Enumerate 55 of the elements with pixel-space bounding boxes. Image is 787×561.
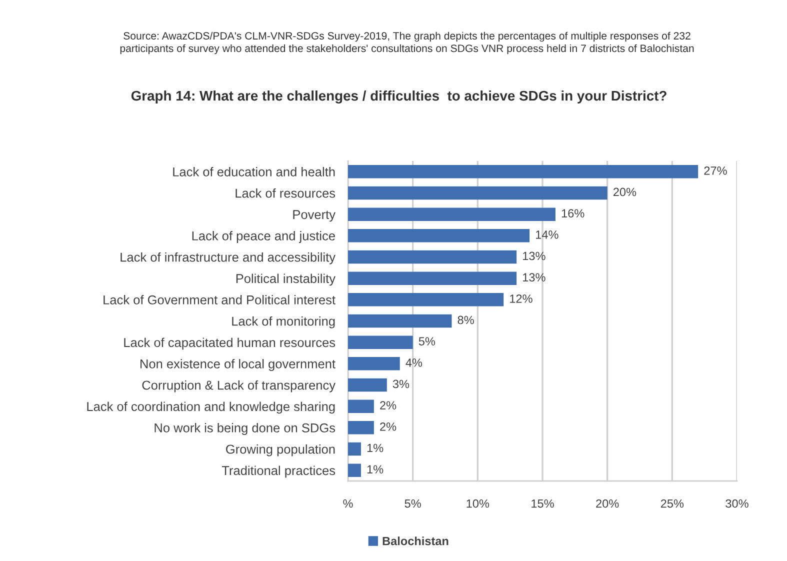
bar xyxy=(348,378,387,392)
data-label: 4% xyxy=(406,358,422,367)
bar xyxy=(348,357,400,370)
y-tick-label: Political instability xyxy=(236,274,336,286)
y-tick-label: Lack of resources xyxy=(236,188,336,198)
y-tick-label: Traditional practices xyxy=(222,466,336,478)
legend-label: Balochistan xyxy=(382,536,448,546)
data-label: 13% xyxy=(523,252,546,260)
y-tick-label: Poverty xyxy=(293,210,336,222)
data-label: 12% xyxy=(510,294,532,303)
y-tick-label: Lack of coordination and knowledge sharing xyxy=(87,402,335,414)
bar xyxy=(348,250,517,264)
data-label: 8% xyxy=(458,316,474,324)
y-tick-label: Corruption & Lack of transparency xyxy=(142,380,336,392)
y-tick-label: Lack of infrastructure and accessibility xyxy=(120,252,336,264)
data-label: 2% xyxy=(380,401,396,410)
bar xyxy=(348,293,504,306)
data-label: 14% xyxy=(536,230,558,239)
bar xyxy=(348,421,374,434)
bar xyxy=(348,208,556,221)
bar xyxy=(348,186,608,200)
data-label: 3% xyxy=(392,380,410,388)
bar xyxy=(348,400,374,413)
y-tick-label: No work is being done on SDGs xyxy=(154,423,336,435)
x-tick-label: 20% xyxy=(596,499,619,508)
y-tick-label: Lack of education and health xyxy=(173,167,335,176)
chart-title: Graph 14: What are the challenges / difficulties to achieve SDGs in your District? xyxy=(131,90,666,104)
data-label: 16% xyxy=(562,209,584,218)
bar xyxy=(348,314,452,328)
bar xyxy=(348,229,530,242)
y-tick-label: Lack of peace and justice xyxy=(192,231,335,243)
x-tick-label: 5% xyxy=(404,499,421,508)
bar xyxy=(348,442,361,456)
x-tick-label: 30% xyxy=(726,499,748,508)
bar xyxy=(348,165,698,178)
bar xyxy=(348,336,413,349)
x-tick-label: % xyxy=(343,499,353,508)
x-tick-label: 25% xyxy=(660,499,684,508)
data-label: 1% xyxy=(367,444,384,452)
y-tick-label: Growing population xyxy=(226,444,335,456)
x-tick-label: 10% xyxy=(466,499,490,508)
data-label: 1% xyxy=(367,465,384,474)
y-tick-label: Lack of capacitated human resources xyxy=(124,338,336,350)
y-tick-label: Lack of monitoring xyxy=(232,316,335,328)
data-label: 27% xyxy=(704,166,727,175)
data-label: 5% xyxy=(418,337,436,346)
x-tick-label: 15% xyxy=(532,499,554,508)
y-tick-label: Non existence of local government xyxy=(140,359,336,371)
bar xyxy=(348,464,361,477)
source-note: Source: AwazCDS/PDA's CLM-VNR-SDGs Survey-2019, The graph depicts the percentages of multiple responses of 232 participants of survey who attended the stakeholders' consultations on SDGs VNR process held in 7 districts of Balochistan xyxy=(120,32,694,54)
y-tick-label: Lack of Government and Political interest xyxy=(104,295,336,304)
data-label: 2% xyxy=(380,422,396,431)
data-label: 13% xyxy=(523,273,546,282)
bar xyxy=(348,272,517,285)
data-label: 20% xyxy=(613,188,636,196)
